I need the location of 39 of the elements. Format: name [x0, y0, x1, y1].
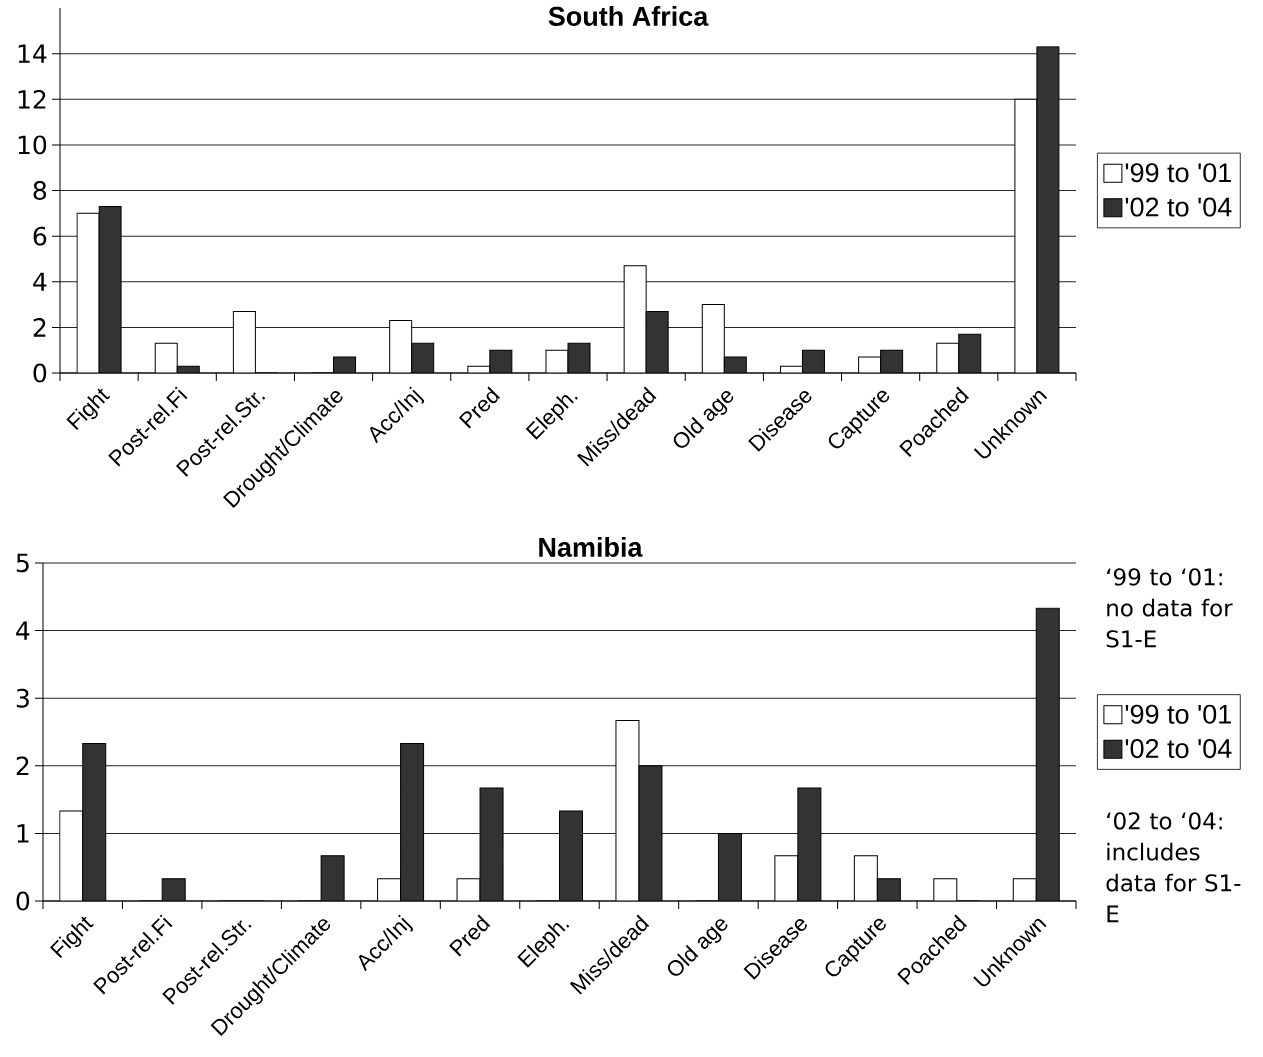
- bar: [400, 743, 424, 902]
- bar: [1036, 46, 1060, 374]
- bar: [646, 311, 669, 374]
- y-tick-label: 5: [16, 553, 29, 573]
- bar: [638, 765, 662, 902]
- bar: [411, 343, 434, 374]
- bar: [718, 833, 742, 902]
- bar: [82, 743, 106, 902]
- y-tick-label: 6: [33, 226, 47, 246]
- bar: [559, 811, 583, 902]
- y-tick-label: 0: [16, 891, 30, 911]
- bar: [480, 788, 504, 902]
- x-tick-label: Old age: [673, 391, 734, 448]
- y-tick-label: 0: [33, 363, 47, 383]
- y-tick-label: 2: [16, 756, 29, 776]
- legend-label: '02 to '04: [1125, 197, 1232, 217]
- y-tick-label: 3: [16, 688, 29, 708]
- chart-title: Namibia: [539, 537, 643, 557]
- x-tick-label: Old age: [667, 919, 728, 976]
- y-tick-label: 1: [17, 824, 29, 843]
- y-tick-label: 14: [18, 44, 47, 63]
- bar: [162, 878, 186, 902]
- text: ‘99 to ‘01: no data for S1-E: [1106, 568, 1233, 648]
- y-tick-label: 2: [33, 318, 46, 337]
- y-tick-label: 4: [16, 621, 30, 640]
- y-tick-label: 12: [18, 89, 46, 109]
- chart-title: South Africa: [548, 6, 709, 26]
- bar: [958, 334, 981, 374]
- y-tick-label: 8: [33, 181, 47, 200]
- legend-label: '99 to '01: [1125, 704, 1231, 724]
- y-tick-label: 4: [33, 272, 47, 291]
- legend-label: '99 to '01: [1125, 163, 1231, 183]
- legend-label: '02 to '04: [1125, 739, 1232, 759]
- y-tick-label: 10: [18, 135, 47, 155]
- bar: [1035, 607, 1060, 902]
- bar: [877, 878, 901, 902]
- bar: [797, 788, 821, 902]
- text: ‘02 to ‘04: includes data for S1-E: [1106, 812, 1241, 923]
- bar: [99, 206, 122, 374]
